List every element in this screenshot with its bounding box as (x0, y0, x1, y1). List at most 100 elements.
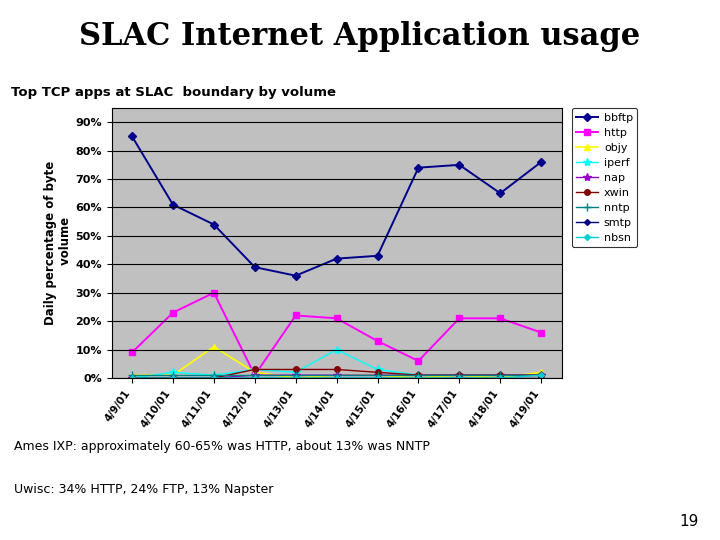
bbftp (496, 190, 505, 197)
nntp (210, 372, 218, 379)
http (292, 312, 300, 319)
Text: SLAC Internet Application usage: SLAC Internet Application usage (79, 21, 641, 52)
objy (251, 369, 259, 375)
nap (168, 375, 177, 381)
Legend: bbftp, http, objy, iperf, nap, xwin, nntp, smtp, nbsn: bbftp, http, objy, iperf, nap, xwin, nnt… (572, 108, 637, 247)
nntp (168, 372, 177, 379)
smtp (537, 375, 546, 381)
iperf (168, 369, 177, 375)
smtp (168, 375, 177, 381)
bbftp (292, 273, 300, 279)
objy (210, 343, 218, 350)
http (127, 349, 136, 356)
smtp (496, 375, 505, 381)
Line: smtp: smtp (130, 376, 543, 380)
iperf (333, 346, 341, 353)
Text: 19: 19 (679, 514, 698, 529)
smtp (292, 375, 300, 381)
xwin (496, 372, 505, 379)
bbftp (168, 201, 177, 208)
smtp (210, 375, 218, 381)
nbsn (496, 375, 505, 381)
nntp (292, 372, 300, 379)
nbsn (333, 375, 341, 381)
xwin (333, 366, 341, 373)
http (496, 315, 505, 321)
objy (168, 372, 177, 379)
smtp (251, 375, 259, 381)
objy (414, 375, 423, 381)
Text: Top TCP apps at SLAC  boundary by volume: Top TCP apps at SLAC boundary by volume (12, 86, 336, 99)
nntp (496, 372, 505, 379)
nap (373, 372, 382, 379)
nntp (537, 372, 546, 379)
iperf (455, 372, 464, 379)
http (251, 372, 259, 379)
nntp (455, 372, 464, 379)
bbftp (414, 165, 423, 171)
smtp (127, 375, 136, 381)
http (537, 329, 546, 336)
nntp (251, 372, 259, 379)
iperf (210, 372, 218, 379)
Line: iperf: iperf (128, 346, 545, 382)
nbsn (210, 375, 218, 381)
http (333, 315, 341, 321)
nntp (333, 372, 341, 379)
xwin (537, 372, 546, 379)
nbsn (168, 375, 177, 381)
bbftp (373, 253, 382, 259)
Line: nap: nap (128, 371, 545, 382)
bbftp (333, 255, 341, 262)
iperf (414, 372, 423, 379)
nbsn (292, 375, 300, 381)
nap (292, 372, 300, 379)
xwin (168, 375, 177, 381)
iperf (496, 372, 505, 379)
Line: nntp: nntp (128, 371, 545, 379)
iperf (373, 366, 382, 373)
Line: nbsn: nbsn (130, 373, 543, 380)
iperf (292, 369, 300, 375)
smtp (455, 375, 464, 381)
nap (496, 372, 505, 379)
nbsn (414, 375, 423, 381)
objy (537, 369, 546, 375)
xwin (455, 372, 464, 379)
http (168, 309, 177, 316)
nap (537, 372, 546, 379)
Line: xwin: xwin (130, 367, 544, 381)
nap (127, 375, 136, 381)
bbftp (537, 159, 546, 165)
nap (251, 372, 259, 379)
xwin (373, 369, 382, 375)
Text: Uwisc: 34% HTTP, 24% FTP, 13% Napster: Uwisc: 34% HTTP, 24% FTP, 13% Napster (14, 483, 274, 496)
Text: Ames IXP: approximately 60-65% was HTTP, about 13% was NNTP: Ames IXP: approximately 60-65% was HTTP,… (14, 440, 431, 453)
smtp (414, 375, 423, 381)
Line: objy: objy (129, 343, 544, 381)
nbsn (455, 375, 464, 381)
Y-axis label: Daily percentage of byte
 volume: Daily percentage of byte volume (45, 161, 73, 325)
objy (292, 375, 300, 381)
nntp (414, 372, 423, 379)
nbsn (373, 375, 382, 381)
objy (127, 372, 136, 379)
bbftp (455, 161, 464, 168)
nap (333, 372, 341, 379)
smtp (333, 375, 341, 381)
iperf (537, 372, 546, 379)
Line: http: http (129, 289, 544, 379)
xwin (210, 375, 218, 381)
objy (496, 375, 505, 381)
xwin (292, 366, 300, 373)
http (210, 289, 218, 296)
nap (414, 372, 423, 379)
xwin (414, 372, 423, 379)
nap (455, 372, 464, 379)
objy (373, 372, 382, 379)
http (455, 315, 464, 321)
iperf (127, 375, 136, 381)
nntp (127, 372, 136, 379)
bbftp (251, 264, 259, 271)
nap (210, 375, 218, 381)
